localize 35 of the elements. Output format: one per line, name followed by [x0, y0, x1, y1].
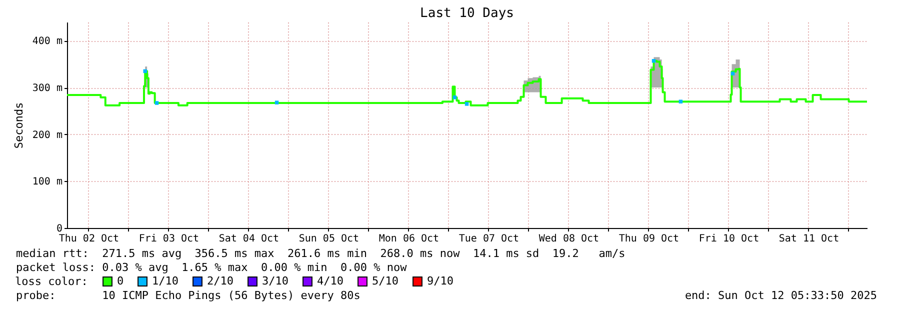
legend-title: loss color: — [15, 275, 88, 288]
legend-label: 1/10 — [152, 274, 178, 288]
x-tick-label: Fri 10 Oct — [698, 234, 760, 244]
x-tick-label: Thu 02 Oct — [58, 234, 120, 244]
x-tick-label: Tue 07 Oct — [458, 234, 520, 244]
legend-label: 9/10 — [427, 274, 454, 288]
legend-label: 4/10 — [317, 274, 344, 288]
legend-label: 3/10 — [262, 274, 288, 288]
text: packet loss: 0.03 % avg 1.65 % max 0.00 % min 0.00 % now — [16, 261, 407, 274]
x-tick-label: Mon 06 Oct — [378, 234, 440, 244]
text: probe: 10 ICMP Echo Pings (56 Bytes) every 80s — [16, 289, 360, 302]
point — [678, 100, 683, 104]
y-tick-label: 0 — [56, 224, 62, 234]
point — [730, 72, 735, 76]
y-tick-label: 300 m — [32, 83, 62, 94]
point — [154, 101, 159, 105]
text: end: Sun Oct 12 05:33:50 2025 — [684, 289, 877, 302]
text: median rtt: 271.5 ms avg 356.5 ms max 261.6 ms min 268.0 ms now 14.1 ms sd 19.2 am/s — [16, 247, 626, 260]
point — [143, 69, 147, 74]
x-tick-label: Fri 03 Oct — [138, 234, 200, 244]
x-tick-label: Thu 09 Oct — [618, 234, 680, 244]
legend-label: 2/10 — [207, 274, 234, 288]
y-tick-label: 400 m — [32, 36, 62, 48]
x-tick-label: Sat 11 Oct — [778, 234, 840, 244]
y-tick-label: 200 m — [32, 130, 62, 141]
y-tick-label: 100 m — [32, 176, 62, 188]
legend-label: 5/10 — [372, 274, 398, 288]
x-tick-label: Sun 05 Oct — [298, 234, 360, 244]
point — [274, 100, 279, 104]
point — [464, 102, 469, 106]
legend-label: 0 — [117, 274, 124, 288]
x-tick-label: Wed 08 Oct — [538, 234, 600, 244]
x-tick-label: Sat 04 Oct — [218, 234, 280, 244]
chart-title: Last 10 Days — [420, 6, 514, 21]
y-axis-title: Seconds — [12, 102, 26, 149]
